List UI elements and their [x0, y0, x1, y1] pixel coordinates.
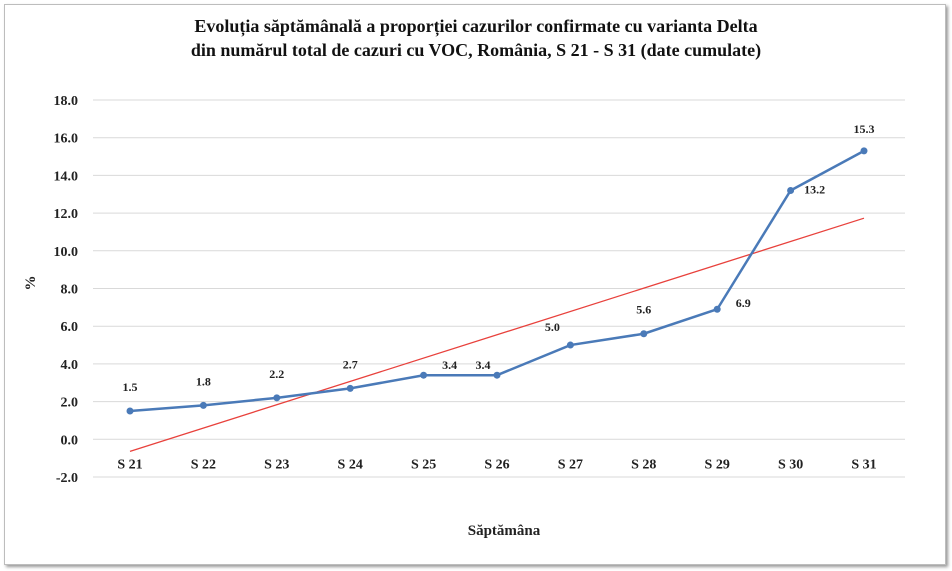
data-label: 5.0 [545, 320, 560, 334]
title-line-1: Evoluția săptămânală a proporției cazuri… [194, 16, 758, 36]
y-tick-label: 10.0 [54, 245, 79, 260]
x-tick-label: S 27 [558, 457, 583, 472]
data-label: 2.2 [269, 367, 284, 381]
x-tick-label: S 25 [411, 457, 436, 472]
data-point [346, 384, 354, 392]
data-label: 1.8 [196, 374, 211, 388]
y-tick-label: 8.0 [61, 283, 79, 298]
y-axis-label: % [23, 276, 39, 291]
y-tick-label: -2.0 [56, 471, 78, 486]
data-label: 3.4 [442, 358, 457, 372]
y-tick-label: 16.0 [54, 132, 79, 147]
data-point [420, 371, 428, 379]
data-point [787, 186, 795, 194]
data-label: 1.5 [123, 380, 138, 394]
x-tick-label: S 23 [264, 457, 289, 472]
y-tick-label: 4.0 [61, 358, 79, 373]
y-tick-label: 18.0 [54, 94, 79, 109]
data-point [199, 401, 207, 409]
x-tick-label: S 21 [117, 457, 142, 472]
data-label: 15.3 [854, 122, 875, 136]
y-tick-label: 2.0 [61, 396, 79, 411]
x-tick-label: S 24 [338, 457, 363, 472]
y-tick-label: 6.0 [61, 320, 79, 335]
data-point [713, 305, 721, 313]
data-point [860, 147, 868, 155]
data-label: 5.6 [636, 303, 651, 317]
data-point [640, 330, 648, 338]
x-tick-label: S 31 [851, 457, 876, 472]
x-tick-label: S 29 [705, 457, 730, 472]
data-point [273, 394, 281, 402]
data-point [126, 407, 134, 415]
data-label: 2.7 [343, 357, 358, 371]
chart-title: Evoluția săptămânală a proporției cazuri… [0, 14, 952, 62]
y-tick-label: 0.0 [61, 433, 79, 448]
y-tick-label: 14.0 [54, 169, 79, 184]
data-label: 13.2 [804, 182, 825, 196]
x-axis-label: Săptămâna [468, 523, 541, 539]
x-tick-label: S 28 [631, 457, 656, 472]
x-tick-label: S 30 [778, 457, 803, 472]
data-label: 3.4 [476, 358, 491, 372]
y-tick-label: 12.0 [54, 207, 79, 222]
data-point [493, 371, 501, 379]
title-line-2: din numărul total de cazuri cu VOC, Româ… [190, 40, 762, 60]
chart-frame [4, 4, 946, 565]
x-tick-label: S 22 [191, 457, 216, 472]
data-label: 6.9 [736, 296, 751, 310]
x-tick-label: S 26 [484, 457, 509, 472]
data-point [566, 341, 574, 349]
trend-line [129, 217, 865, 452]
